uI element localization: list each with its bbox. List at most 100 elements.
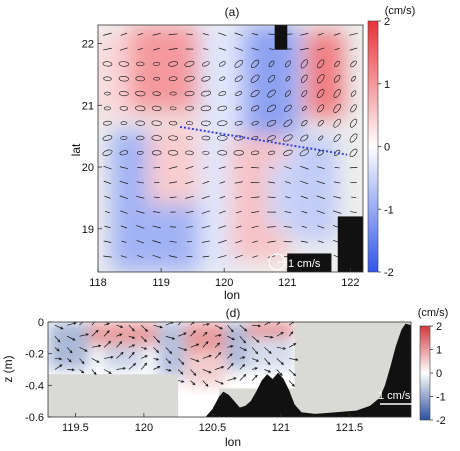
tidal-ellipse — [283, 134, 293, 142]
velocity-vector — [128, 352, 135, 359]
tidal-ellipse — [233, 150, 244, 156]
current-vector — [169, 240, 177, 243]
current-vector — [218, 255, 227, 259]
velocity-arrowhead — [183, 332, 187, 336]
velocity-vector — [251, 335, 260, 343]
velocity-vector — [264, 369, 271, 373]
velocity-vector — [116, 333, 122, 337]
tidal-ellipse — [317, 89, 325, 98]
colorbar-tick-label: -1 — [436, 392, 446, 404]
velocity-vector — [276, 358, 284, 365]
current-vector — [316, 210, 325, 214]
tidal-ellipse — [234, 120, 243, 126]
velocity-vector — [177, 322, 182, 326]
tidal-ellipse — [301, 105, 307, 111]
tidal-ellipse — [235, 106, 242, 111]
tidal-ellipse — [300, 59, 308, 69]
velocity-arrowhead — [122, 367, 127, 370]
velocity-vector — [288, 343, 296, 348]
y-tick-label: -0.4 — [25, 380, 44, 392]
panel-d-ylabel: z (m) — [1, 355, 15, 382]
velocity-arrowhead — [206, 322, 210, 326]
x-tick-label: 119.5 — [62, 422, 89, 434]
velocity-arrowhead — [168, 368, 172, 372]
current-vector — [218, 240, 227, 244]
tidal-ellipse — [234, 60, 243, 68]
tidal-ellipse — [250, 89, 260, 98]
velocity-vector — [128, 335, 135, 339]
field-patch — [102, 345, 144, 370]
velocity-vector — [141, 346, 147, 350]
velocity-arrowhead — [157, 366, 161, 369]
tidal-ellipse — [135, 105, 146, 112]
field-patch — [129, 25, 199, 112]
velocity-arrowhead — [233, 377, 237, 380]
velocity-arrowhead — [81, 361, 85, 365]
current-vector — [218, 210, 226, 214]
current-vector — [203, 166, 209, 169]
panel-d-xlabel: lon — [225, 435, 241, 449]
velocity-vector — [190, 330, 196, 337]
velocity-vector — [153, 336, 160, 343]
tidal-ellipse — [251, 120, 259, 126]
current-vector — [234, 181, 243, 184]
current-vector — [349, 32, 358, 36]
tidal-ellipse — [285, 76, 291, 82]
velocity-vector — [140, 324, 148, 332]
velocity-vector — [252, 367, 258, 370]
current-vector — [316, 166, 325, 169]
tidal-ellipse — [283, 119, 293, 127]
y-tick-label: 19 — [82, 224, 94, 236]
tidal-ellipse — [284, 104, 292, 112]
velocity-arrowhead — [196, 343, 200, 347]
velocity-arrowhead — [171, 336, 176, 340]
current-vector — [202, 255, 210, 258]
current-vector — [251, 47, 259, 51]
tidal-ellipse — [104, 91, 111, 96]
land-mass — [274, 25, 288, 50]
tidal-ellipse — [151, 105, 162, 111]
velocity-vector — [288, 369, 296, 376]
tidal-ellipse — [268, 60, 275, 68]
velocity-arrowhead — [59, 364, 63, 368]
velocity-vector — [153, 358, 159, 361]
current-vector — [119, 195, 129, 200]
current-vector — [153, 47, 161, 51]
tidal-ellipse — [168, 120, 178, 126]
velocity-vector — [227, 335, 235, 340]
current-vector — [153, 167, 161, 169]
velocity-vector — [202, 380, 209, 387]
panel-d-colorbar-label: (cm/s) — [418, 307, 449, 319]
current-vector — [203, 48, 209, 50]
current-vector — [317, 32, 324, 36]
velocity-arrowhead — [181, 361, 185, 366]
tidal-ellipse — [301, 120, 308, 127]
velocity-arrowhead — [108, 371, 112, 374]
tidal-ellipse — [300, 134, 309, 142]
current-vector — [219, 196, 226, 199]
current-vector — [300, 240, 308, 243]
velocity-vector — [104, 356, 114, 359]
current-vector — [119, 47, 128, 51]
colorbar-tick-label: 0 — [384, 142, 390, 154]
velocity-vector — [202, 355, 212, 359]
velocity-arrowhead — [119, 340, 123, 345]
land-mass — [287, 253, 332, 272]
tidal-ellipse — [135, 76, 146, 82]
colorbar-tick-label: 0 — [436, 368, 442, 380]
velocity-vector — [91, 358, 100, 363]
velocity-arrowhead — [243, 348, 248, 351]
tidal-ellipse — [119, 106, 129, 111]
current-vector — [235, 196, 243, 199]
tidal-ellipse — [334, 60, 340, 68]
tidal-ellipse — [284, 90, 291, 97]
panel-a-x-ticks: 118 119 120 121 122 — [89, 268, 360, 289]
colorbar-tick-label: -2 — [436, 415, 446, 427]
current-vector — [317, 47, 325, 51]
tidal-ellipse — [201, 135, 211, 141]
tidal-ellipse — [267, 135, 276, 141]
current-vector — [235, 210, 242, 214]
velocity-vector — [202, 341, 209, 348]
tidal-ellipse — [118, 75, 130, 82]
velocity-arrowhead — [73, 322, 77, 325]
